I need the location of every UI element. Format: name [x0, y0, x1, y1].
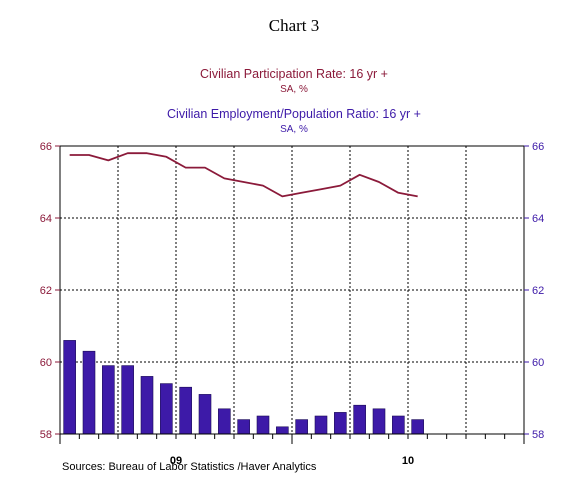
- employment-bar-13: [314, 415, 328, 435]
- left-tick-label-62: 62: [40, 285, 52, 297]
- employment-bar-10: [256, 415, 270, 435]
- participation-rate-line-group: [69, 152, 418, 198]
- left-tick-label-66: 66: [40, 141, 52, 153]
- employment-bar-0: [63, 340, 76, 435]
- legend-employment-units: SA, %: [280, 124, 308, 135]
- legend-employment-ratio: Civilian Employment/Population Ratio: 16…: [167, 107, 421, 121]
- left-tick-label-60: 60: [40, 357, 52, 369]
- axes: 58 58 60 60 62 62 64 64 66 66 09 10: [40, 141, 545, 467]
- employment-bar-18: [411, 419, 424, 435]
- x-tick-label-09: 09: [170, 455, 182, 467]
- employment-bar-17: [392, 415, 405, 435]
- right-tick-label-60: 60: [532, 357, 544, 369]
- employment-bar-7: [198, 394, 212, 435]
- employment-bar-5: [160, 383, 173, 435]
- employment-bar-2: [102, 365, 115, 435]
- employment-bar-11: [276, 426, 289, 435]
- employment-bar-3: [121, 365, 134, 435]
- left-tick-label-64: 64: [40, 213, 52, 225]
- participation-rate-line: [69, 152, 418, 198]
- employment-bar-9: [237, 419, 250, 435]
- right-tick-label-66: 66: [532, 141, 544, 153]
- left-tick-label-58: 58: [40, 429, 52, 441]
- legend-participation-rate: Civilian Participation Rate: 16 yr +: [200, 67, 388, 81]
- legend-participation-units: SA, %: [280, 84, 308, 95]
- x-tick-label-10: 10: [402, 455, 414, 467]
- employment-bar-16: [372, 408, 386, 435]
- employment-bar-1: [82, 350, 96, 435]
- right-tick-label-58: 58: [532, 429, 544, 441]
- employment-bar-4: [140, 376, 154, 435]
- chart-title: Chart 3: [269, 16, 320, 35]
- employment-bar-12: [295, 419, 308, 435]
- employment-bar-14: [334, 412, 347, 435]
- employment-bar-15: [353, 404, 366, 435]
- employment-bar-8: [218, 408, 231, 435]
- source-note: Sources: Bureau of Labor Statistics /Hav…: [62, 461, 317, 473]
- right-tick-label-64: 64: [532, 213, 544, 225]
- employment-bar-6: [179, 386, 192, 435]
- right-tick-label-62: 62: [532, 285, 544, 297]
